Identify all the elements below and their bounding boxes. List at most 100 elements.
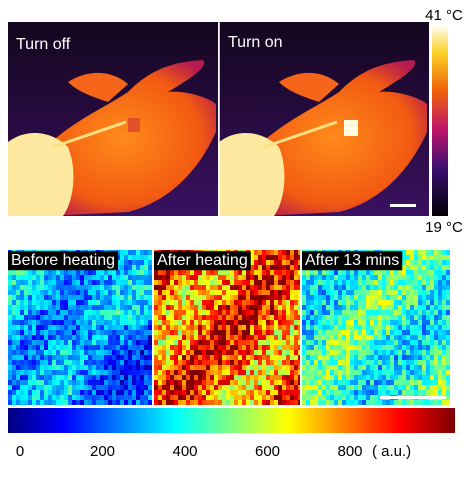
heatmap-cell: [44, 370, 48, 375]
heatmap-cell: [398, 315, 402, 320]
heatmap-cell: [230, 340, 234, 345]
heatmap-cell: [124, 340, 128, 345]
heatmap-cell: [426, 270, 430, 275]
heatmap-cell: [100, 335, 104, 340]
heatmap-cell: [56, 350, 60, 355]
heatmap-cell: [338, 360, 342, 365]
heatmap-cell: [378, 295, 382, 300]
heatmap-cell: [88, 330, 92, 335]
heatmap-cell: [96, 300, 100, 305]
heatmap-cell: [386, 385, 390, 390]
heatmap-cell: [28, 275, 32, 280]
heatmap-cell: [358, 275, 362, 280]
heatmap-cell: [198, 315, 202, 320]
heatmap-cell: [124, 395, 128, 400]
heatmap-cell: [242, 315, 246, 320]
heatmap-cell: [270, 365, 274, 370]
heatmap-cell: [222, 395, 226, 400]
heatmap-cell: [206, 290, 210, 295]
heatmap-cell: [128, 315, 132, 320]
heatmap-cell: [402, 400, 406, 405]
heatmap-cell: [286, 375, 290, 380]
heatmap-cell: [350, 365, 354, 370]
heatmap-cell: [322, 270, 326, 275]
heatmap-cell: [398, 350, 402, 355]
heatmap-cell: [278, 325, 282, 330]
heatmap-cell: [162, 365, 166, 370]
heatmap-cell: [64, 285, 68, 290]
heatmap-cell: [116, 335, 120, 340]
heatmap-cell: [28, 300, 32, 305]
heatmap-cell: [16, 305, 20, 310]
heatmap-cell: [350, 390, 354, 395]
heatmap-cell: [148, 330, 152, 335]
heatmap-cell: [158, 365, 162, 370]
heatmap-cell: [108, 300, 112, 305]
heatmap-cell: [222, 345, 226, 350]
heatmap-cell: [294, 310, 298, 315]
heatmap-cell: [386, 280, 390, 285]
heatmap-cell: [406, 340, 410, 345]
heatmap-cell: [330, 335, 334, 340]
heatmap-cell: [442, 290, 446, 295]
heatmap-cell: [290, 280, 294, 285]
heatmap-cell: [338, 385, 342, 390]
heatmap-cell: [100, 315, 104, 320]
heatmap-cell: [318, 350, 322, 355]
heatmap-cell: [132, 320, 136, 325]
heatmap-cell: [44, 385, 48, 390]
heatmap-cell: [36, 325, 40, 330]
heatmap-cell: [354, 275, 358, 280]
heatmap-cell: [108, 290, 112, 295]
heatmap-cell: [278, 385, 282, 390]
heatmap-cell: [402, 350, 406, 355]
heatmap-cell: [214, 275, 218, 280]
heatmap-cell: [406, 330, 410, 335]
heatmap-cell: [120, 265, 124, 270]
heatmap-cell: [250, 300, 254, 305]
heatmap-cell: [366, 390, 370, 395]
heatmap-cell: [116, 315, 120, 320]
heatmap-cell: [314, 370, 318, 375]
heatmap-cell: [354, 305, 358, 310]
heatmap-cell: [442, 375, 446, 380]
heatmap-cell: [238, 315, 242, 320]
heatmap-cell: [178, 350, 182, 355]
heatmap-cell: [362, 295, 366, 300]
heatmap-cell: [282, 255, 286, 260]
heatmap-cell: [342, 395, 346, 400]
heatmap-cell: [68, 395, 72, 400]
heatmap-cell: [406, 380, 410, 385]
heatmap-cell: [318, 385, 322, 390]
heatmap-cell: [378, 305, 382, 310]
heatmap-cell: [140, 260, 144, 265]
heatmap-cell: [446, 255, 450, 260]
heatmap-cell: [218, 370, 222, 375]
heatmap-cell: [438, 390, 442, 395]
heatmap-cell: [166, 385, 170, 390]
heatmap-cell: [28, 335, 32, 340]
heatmap-cell: [426, 320, 430, 325]
heatmap-cell: [362, 340, 366, 345]
heatmap-cell: [290, 385, 294, 390]
heatmap-cell: [246, 345, 250, 350]
heatmap-cell: [8, 335, 12, 340]
heatmap-cell: [398, 325, 402, 330]
heatmap-cell: [40, 380, 44, 385]
heatmap-cell: [422, 345, 426, 350]
heatmap-cell: [394, 375, 398, 380]
heatmap-cell: [414, 270, 418, 275]
heatmap-cell: [446, 290, 450, 295]
heatmap-cell: [162, 400, 166, 405]
heatmap-cell: [394, 325, 398, 330]
heatmap-cell: [318, 380, 322, 385]
heatmap-cell: [442, 250, 446, 255]
heatmap-cell: [202, 375, 206, 380]
heatmap-cell: [84, 345, 88, 350]
heatmap-cell: [136, 250, 140, 255]
heatmap-cell: [100, 330, 104, 335]
heatmap-cell: [354, 285, 358, 290]
heatmap-cell: [24, 310, 28, 315]
heatmap-cell: [430, 365, 434, 370]
heatmap-cell: [294, 255, 298, 260]
